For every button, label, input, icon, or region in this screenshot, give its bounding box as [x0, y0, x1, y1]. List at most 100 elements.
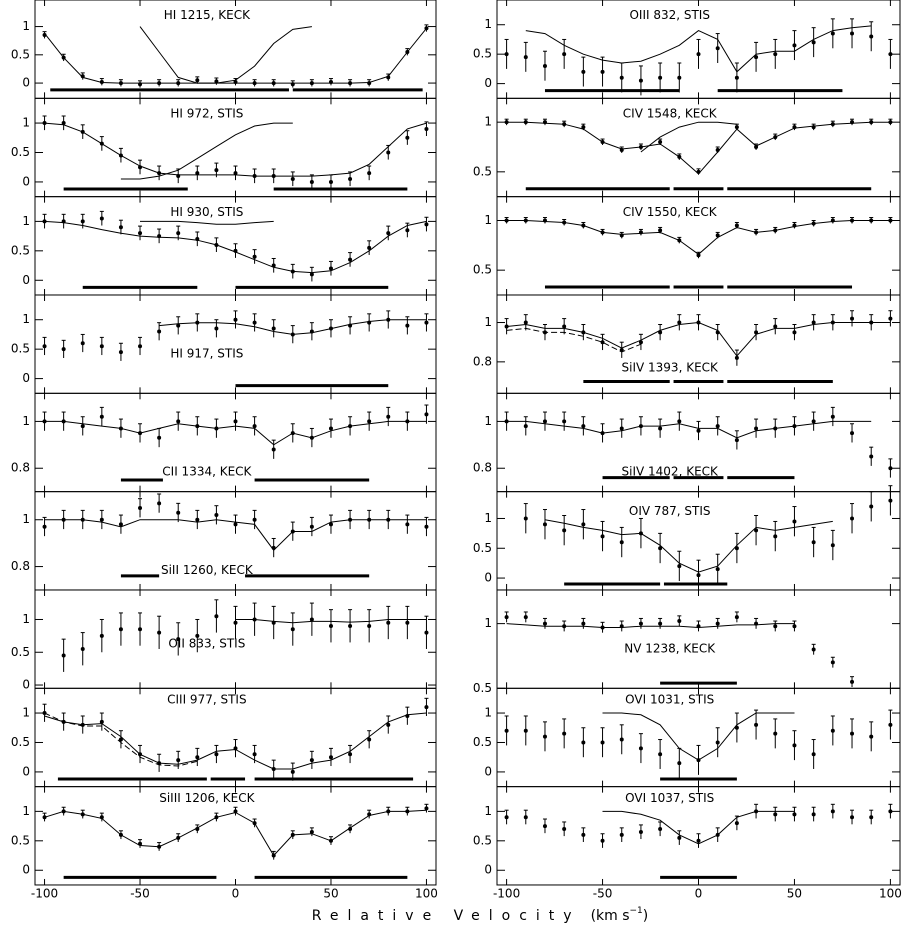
data-point	[99, 79, 104, 84]
data-point	[696, 624, 701, 629]
data-point	[195, 424, 200, 429]
data-point	[367, 419, 372, 424]
data-point	[252, 81, 257, 86]
data-point	[195, 171, 200, 176]
data-point	[290, 269, 295, 274]
data-point	[542, 218, 547, 223]
data-point	[309, 329, 314, 334]
data-point	[715, 424, 720, 429]
data-point	[504, 728, 509, 733]
data-point	[80, 722, 85, 727]
data-point	[157, 234, 162, 239]
data-point	[157, 844, 162, 849]
data-point	[348, 624, 353, 629]
y-tick-label: 0.5	[11, 735, 30, 749]
panel-frame	[496, 589, 901, 689]
data-point	[562, 827, 567, 832]
data-point	[214, 168, 219, 173]
data-point	[61, 719, 66, 724]
data-point	[869, 120, 874, 125]
data-point	[658, 140, 663, 145]
data-point	[600, 740, 605, 745]
data-point	[830, 728, 835, 733]
data-point	[619, 737, 624, 742]
data-point	[581, 832, 586, 837]
y-tick-label: 0.5	[11, 342, 30, 356]
y-tick-label: 0.5	[473, 164, 492, 178]
data-point	[562, 731, 567, 736]
data-point	[523, 120, 528, 125]
data-point	[424, 320, 429, 325]
data-point	[214, 513, 219, 518]
data-point	[157, 435, 162, 440]
x-tick-label: 0	[695, 886, 703, 900]
data-point	[99, 216, 104, 221]
data-point	[696, 838, 701, 843]
data-point	[367, 624, 372, 629]
data-point	[638, 531, 643, 536]
y-tick-label: 0	[484, 863, 492, 877]
data-point	[734, 821, 739, 826]
data-point	[214, 614, 219, 619]
panel-label: CIV 1550, KECK	[623, 205, 718, 219]
y-tick-label: 1	[22, 706, 30, 720]
data-point	[80, 646, 85, 651]
data-point	[138, 231, 143, 236]
x-tick-label: 50	[787, 886, 802, 900]
x-tick-label: -100	[31, 886, 58, 900]
data-point	[424, 126, 429, 131]
data-point	[138, 344, 143, 349]
data-point	[773, 135, 778, 140]
data-point	[504, 419, 509, 424]
data-point	[328, 755, 333, 760]
data-point	[792, 330, 797, 335]
data-point	[328, 624, 333, 629]
panel-label: SiII 1260, KECK	[161, 563, 254, 577]
data-point	[619, 147, 624, 152]
data-point	[850, 120, 855, 125]
data-point	[328, 838, 333, 843]
data-point	[850, 218, 855, 223]
data-point	[271, 853, 276, 858]
y-tick-label: 0.8	[473, 354, 492, 368]
data-point	[754, 426, 759, 431]
data-point	[348, 257, 353, 262]
y-tick-label: 1	[484, 17, 492, 31]
data-point	[118, 737, 123, 742]
data-point	[638, 621, 643, 626]
data-point	[386, 722, 391, 727]
data-point	[99, 633, 104, 638]
data-point	[405, 419, 410, 424]
data-point	[271, 766, 276, 771]
panel-frame	[496, 294, 901, 394]
data-point	[869, 504, 874, 509]
panel-label: HI 1215, KECK	[164, 8, 251, 22]
data-point	[830, 320, 835, 325]
y-tick-label: 0.5	[11, 645, 30, 659]
data-point	[367, 737, 372, 742]
data-point	[348, 752, 353, 757]
data-point	[888, 52, 893, 57]
data-point	[348, 827, 353, 832]
data-point	[424, 26, 429, 31]
data-point	[562, 624, 567, 629]
data-point	[600, 431, 605, 436]
y-tick-label: 0	[484, 76, 492, 90]
data-point	[42, 219, 47, 224]
panel-label: OVI 1031, STIS	[625, 693, 714, 707]
data-point	[677, 835, 682, 840]
data-point	[195, 755, 200, 760]
data-point	[734, 725, 739, 730]
data-point	[773, 52, 778, 57]
model-curve	[506, 121, 891, 175]
x-tick-label: 0	[232, 886, 240, 900]
data-point	[233, 317, 238, 322]
data-point	[773, 812, 778, 817]
data-point	[252, 617, 257, 622]
data-point	[677, 619, 682, 624]
data-point	[638, 829, 643, 834]
data-point	[386, 517, 391, 522]
data-point	[42, 711, 47, 716]
data-point	[600, 625, 605, 630]
y-tick-label: 0.5	[473, 735, 492, 749]
